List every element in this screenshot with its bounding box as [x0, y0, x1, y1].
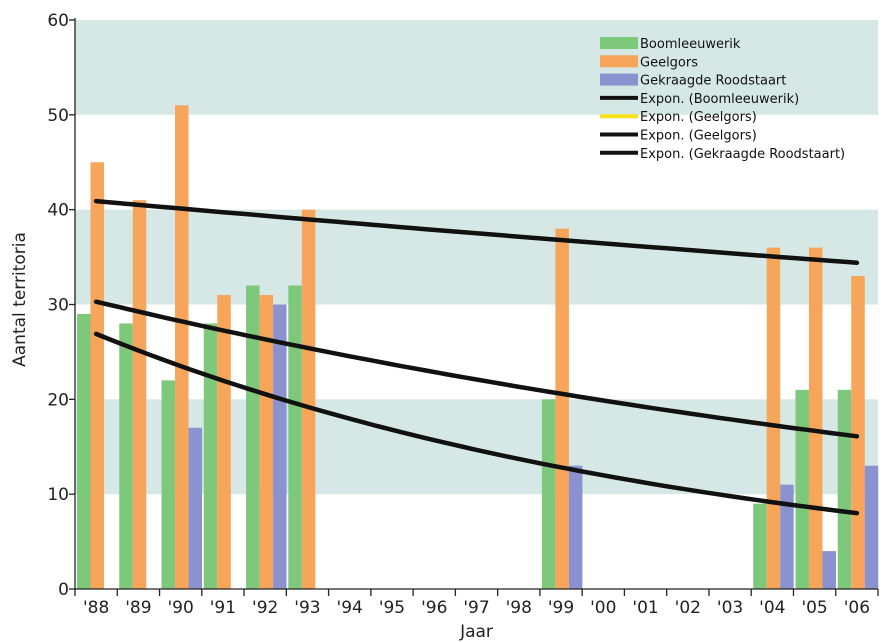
bar: [119, 323, 133, 589]
x-axis-title: Jaar: [459, 622, 493, 642]
bar: [541, 399, 556, 589]
bar: [217, 295, 231, 589]
bar: [753, 503, 767, 589]
legend-swatch: [600, 73, 638, 86]
x-tick-label: '89: [125, 598, 151, 618]
legend-label: Geelgors: [640, 55, 698, 70]
bars: [77, 105, 879, 589]
y-tick-label: 60: [47, 11, 69, 31]
x-tick-label: '88: [83, 598, 109, 618]
axes: [69, 18, 879, 596]
bar: [203, 323, 218, 589]
y-tick-labels: 0 10 20 30 40 50 60: [47, 11, 69, 600]
x-tick-label: '90: [168, 598, 194, 618]
grid-band: [75, 20, 878, 115]
x-tick-labels: '88 '89 '90 '91 '92 '93 '94 '95 '96 '97 '98 '99 '00 '…: [83, 598, 870, 618]
grid-bands: [75, 20, 878, 495]
bar: [568, 465, 583, 589]
legend: Boomleeuwerik Geelgors Gekraagde Roodstaar…: [600, 37, 845, 162]
x-tick-label: '01: [632, 598, 658, 618]
bar: [766, 247, 781, 589]
x-tick-label: '98: [506, 598, 532, 618]
y-tick-label: 0: [58, 580, 69, 600]
bar: [161, 380, 176, 589]
bar: [273, 304, 287, 589]
bar: [175, 105, 189, 589]
trendline: [93, 331, 860, 516]
bar: [77, 313, 91, 589]
x-tick-label: '05: [801, 598, 827, 618]
legend-label: Expon. (Geelgors): [640, 110, 757, 125]
x-tick-label: '04: [759, 598, 785, 618]
bar: [851, 276, 865, 589]
trendlines: [93, 198, 860, 516]
bar: [246, 285, 260, 589]
bar: [780, 484, 794, 589]
legend-label: Expon. (Gekraagde Roodstaart): [640, 147, 845, 162]
legend-swatch: [600, 55, 638, 68]
y-tick-label: 20: [47, 390, 69, 410]
bar: [822, 551, 836, 589]
grid-band: [75, 209, 878, 305]
y-tick-label: 10: [47, 485, 69, 505]
legend-label: Expon. (Geelgors): [640, 129, 757, 144]
y-tick-label: 40: [47, 201, 69, 221]
bar: [301, 209, 316, 589]
x-tick-label: '06: [844, 598, 870, 618]
trendline: [93, 299, 860, 439]
bar: [808, 247, 823, 589]
legend-swatch: [600, 37, 638, 49]
legend-label: Expon. (Boomleeuwerik): [640, 92, 799, 107]
x-tick-label: '94: [337, 598, 363, 618]
bar: [132, 200, 147, 589]
bar: [259, 295, 274, 589]
legend-label: Boomleeuwerik: [640, 37, 741, 52]
bar: [837, 389, 852, 589]
bar: [90, 162, 104, 589]
y-tick-label: 50: [47, 106, 69, 126]
x-tick-label: '02: [675, 598, 701, 618]
bar: [795, 389, 809, 589]
trendline: [93, 198, 860, 266]
x-tick-label: '00: [590, 598, 616, 618]
x-tick-label: '92: [252, 598, 278, 618]
x-tick-label: '96: [421, 598, 447, 618]
bar: [555, 228, 569, 589]
x-tick-label: '95: [379, 598, 405, 618]
bar: [188, 427, 203, 589]
legend-label: Gekraagde Roodstaart: [640, 74, 786, 89]
x-tick-label: '91: [210, 598, 236, 618]
y-axis-title: Aantal territoria: [10, 232, 30, 367]
y-tick-label: 30: [47, 296, 69, 316]
bar: [864, 465, 879, 589]
x-tick-label: '03: [717, 598, 743, 618]
bar: [288, 285, 302, 589]
x-tick-label: '97: [463, 598, 489, 618]
x-tick-label: '93: [294, 598, 320, 618]
x-tick-label: '99: [548, 598, 574, 618]
